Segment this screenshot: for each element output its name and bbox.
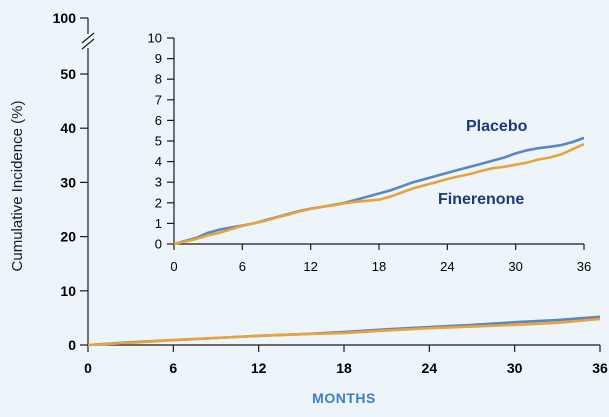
inset-x-tick-label: 0 — [170, 259, 177, 274]
inset-series-lines — [173, 136, 585, 246]
inset-y-tick-label: 2 — [155, 195, 162, 210]
main-y-tick-label: 40 — [60, 120, 76, 136]
placebo-series-label: Placebo — [466, 118, 528, 135]
main-x-tick-label: 0 — [84, 360, 92, 376]
inset-y-tick-label: 8 — [155, 72, 162, 87]
inset-x-tick-label: 30 — [508, 259, 522, 274]
main-series-lines — [87, 315, 601, 347]
inset-x-tick-label: 12 — [303, 259, 317, 274]
main-y-tick-label: 10 — [60, 283, 76, 299]
main-x-tick-label: 18 — [336, 360, 352, 376]
main-y-tick-label: 100 — [53, 10, 77, 26]
inset-x-tick-label: 18 — [372, 259, 386, 274]
finerenone-series-label: Finerenone — [438, 191, 524, 208]
x-axis-title: MONTHS — [312, 390, 376, 406]
inset-y-tick-label: 3 — [155, 175, 162, 190]
main-x-tick-label: 12 — [251, 360, 267, 376]
main-y-ticks: 0 10 20 30 40 50 100 — [53, 10, 88, 353]
inset-y-tick-label: 9 — [155, 51, 162, 66]
inset-y-ticks: 0 1 2 3 4 5 6 7 8 9 10 — [148, 31, 174, 252]
main-y-tick-label: 20 — [60, 229, 76, 245]
main-series-line-finerenone — [87, 317, 601, 347]
inset-y-tick-label: 0 — [155, 237, 162, 252]
inset-y-tick-label: 4 — [155, 154, 162, 169]
y-axis-title: Cumulative Incidence (%) — [9, 101, 26, 272]
main-x-tick-label: 30 — [507, 360, 523, 376]
inset-y-tick-label: 5 — [155, 134, 162, 149]
inset-y-tick-label: 10 — [148, 31, 162, 46]
inset-x-tick-label: 24 — [440, 259, 454, 274]
inset-series-line-finerenone — [173, 142, 585, 246]
inset-y-tick-label: 1 — [155, 216, 162, 231]
inset-x-ticks: 0 6 12 18 24 30 36 — [170, 244, 591, 274]
inset-y-tick-label: 7 — [155, 92, 162, 107]
main-x-tick-label: 24 — [422, 360, 438, 376]
main-x-tick-label: 6 — [169, 360, 177, 376]
main-y-tick-label: 50 — [60, 66, 76, 82]
inset-x-tick-label: 6 — [239, 259, 246, 274]
inset-x-tick-label: 36 — [577, 259, 591, 274]
main-x-ticks: 0 6 12 18 24 30 36 — [84, 345, 608, 376]
inset-y-tick-label: 6 — [155, 113, 162, 128]
axis-break-mark — [81, 32, 95, 44]
main-x-tick-label: 36 — [592, 360, 608, 376]
main-y-tick-label: 0 — [68, 337, 76, 353]
axis-break-mark — [81, 38, 95, 50]
main-y-tick-label: 30 — [60, 174, 76, 190]
